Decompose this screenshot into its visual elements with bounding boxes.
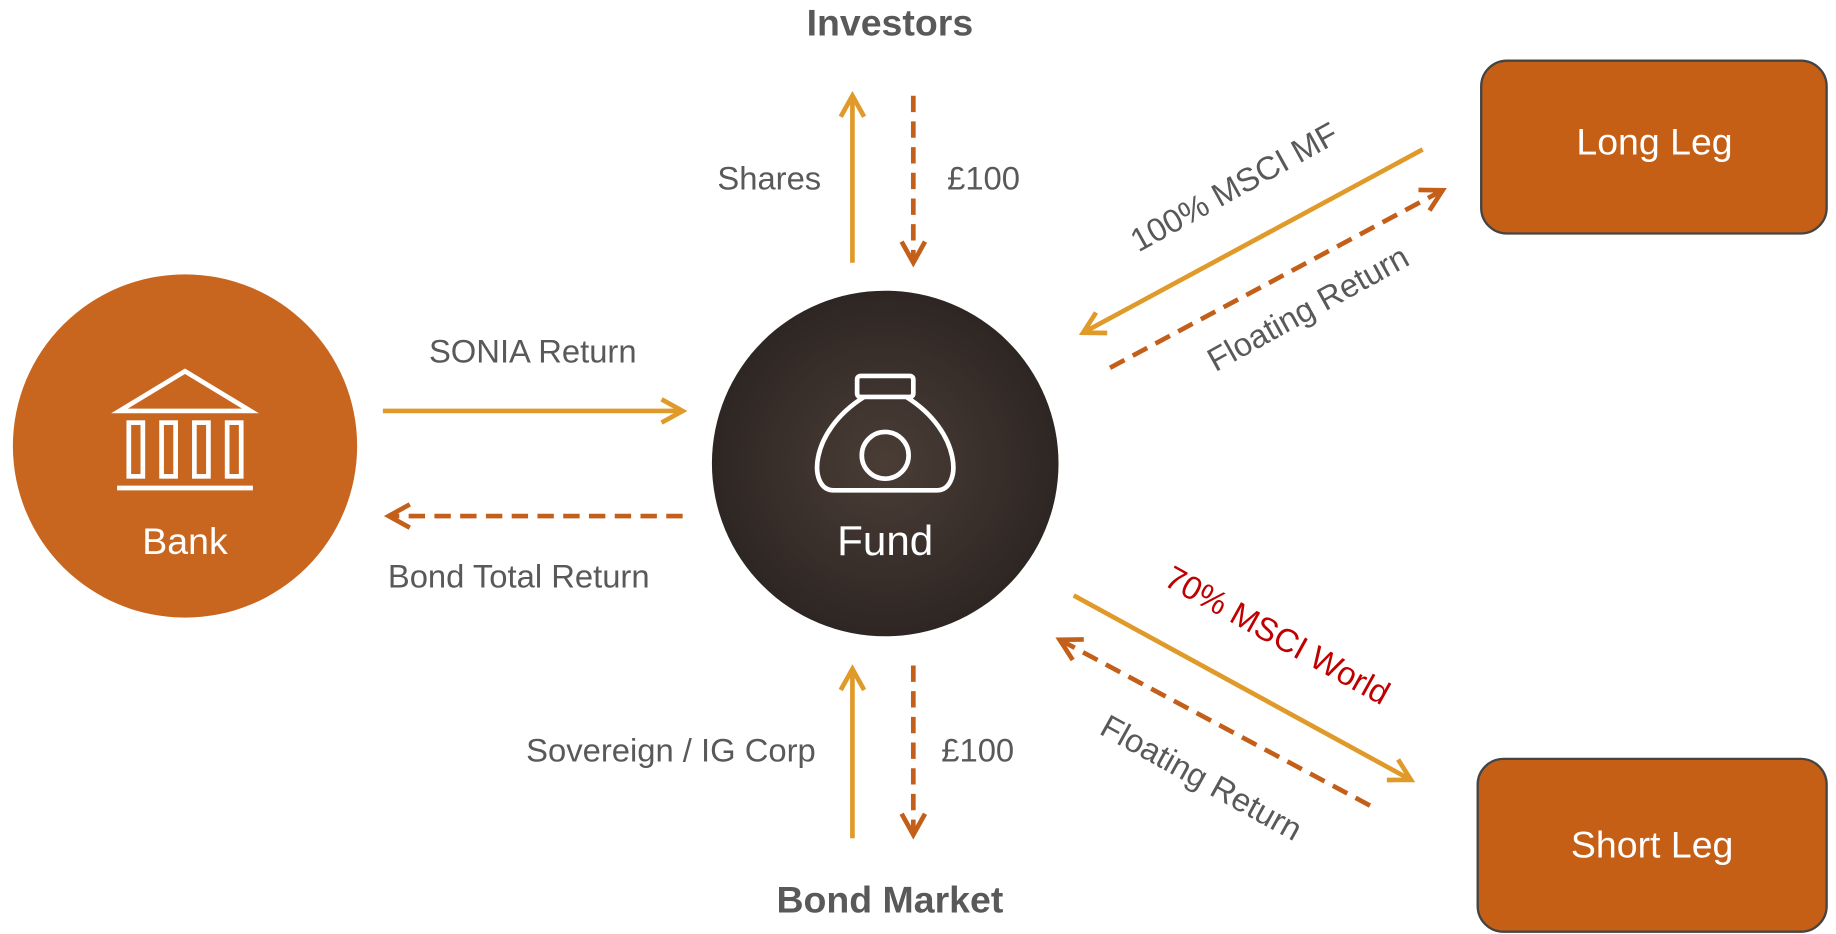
edge-label: Bond Total Return <box>388 558 650 595</box>
edge-label: 100% MSCI MF <box>1124 115 1344 259</box>
edge-label: £100 <box>941 732 1014 769</box>
diagram: Investors Bond Market Bank Fund Long Leg… <box>0 0 1836 934</box>
edge-label: 70% MSCI World <box>1159 558 1396 711</box>
bank-node <box>13 274 357 617</box>
node-label: Bank <box>142 520 228 562</box>
node-label: Fund <box>837 517 933 564</box>
node-label: Investors <box>807 2 974 44</box>
edge-label: Floating Return <box>1201 238 1415 379</box>
fund-node <box>712 291 1059 637</box>
edge-label: Floating Return <box>1095 707 1309 848</box>
edge-label: £100 <box>947 160 1020 197</box>
node-label: Short Leg <box>1571 824 1733 866</box>
node-label: Long Leg <box>1576 121 1732 163</box>
node-label: Bond Market <box>776 878 1003 920</box>
edge-label: Sovereign / IG Corp <box>526 732 816 769</box>
edge-label: Shares <box>717 160 821 197</box>
edge-label: SONIA Return <box>429 332 637 369</box>
